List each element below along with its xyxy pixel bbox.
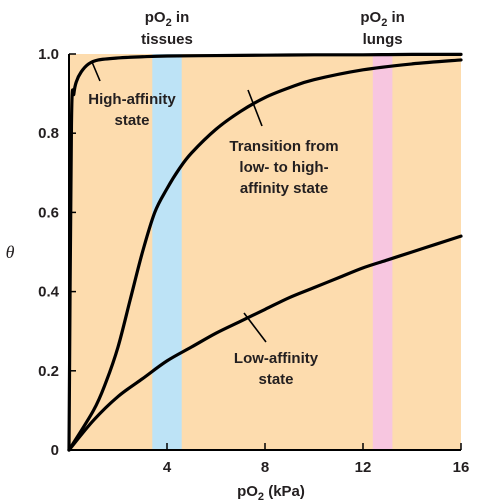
lungs-band-label-line1: pO2 in [360,9,404,29]
tissues-band-label-line2: tissues [141,31,193,48]
tissues-band-label-line1: pO2 in [145,9,189,29]
ticks-layer: 0 0.2 0.4 0.6 0.8 1.0 4 8 12 16 [38,46,469,476]
transition-label-line: Transition from [229,138,338,155]
low-affinity-label: Low-affinity state [234,312,319,388]
low-affinity-curve [67,234,463,452]
transition-label-line: affinity state [240,180,328,197]
high-affinity-curve [67,52,463,452]
high-affinity-label-line: state [114,112,149,129]
curves-layer [67,52,463,452]
tissues-band [152,54,182,450]
lungs-band-label: pO2 in lungs [360,9,404,48]
high-affinity-label-leader [91,61,101,82]
low-affinity-label-line: Low-affinity [234,350,319,367]
high-affinity-label: High-affinity state [88,61,176,129]
y-tick-label: 0.2 [38,363,59,380]
lungs-band-label-line2: lungs [363,31,403,48]
low-affinity-label-line: state [258,371,293,388]
transition-label-line: low- to high- [239,159,328,176]
bands-layer [152,54,393,450]
x-tick-label: 12 [355,459,372,476]
transition-curve [67,58,463,452]
y-tick-label: 1.0 [38,46,59,63]
labels-layer: θ pO2 (kPa) pO2 in tissues pO2 in lungs [6,9,405,503]
y-tick-label: 0.8 [38,125,59,142]
y-tick-label: 0.6 [38,204,59,221]
high-affinity-label-line: High-affinity [88,91,176,108]
x-tick-label: 8 [261,459,269,476]
y-axis-label: θ [6,242,15,262]
transition-label-leader [247,89,263,127]
transition-label: Transition from low- to high-affinity sta… [229,89,339,197]
lungs-band [372,54,393,450]
y-tick-label: 0 [51,442,59,459]
low-affinity-label-leader [243,312,267,343]
x-tick-label: 16 [453,459,470,476]
y-tick-label: 0.4 [38,284,60,301]
x-tick-label: 4 [163,459,172,476]
x-axis-label: pO2 (kPa) [237,483,305,503]
tissues-band-label: pO2 in tissues [141,9,193,48]
annotations-layer: High-affinity state Transition from low- to… [88,61,339,388]
